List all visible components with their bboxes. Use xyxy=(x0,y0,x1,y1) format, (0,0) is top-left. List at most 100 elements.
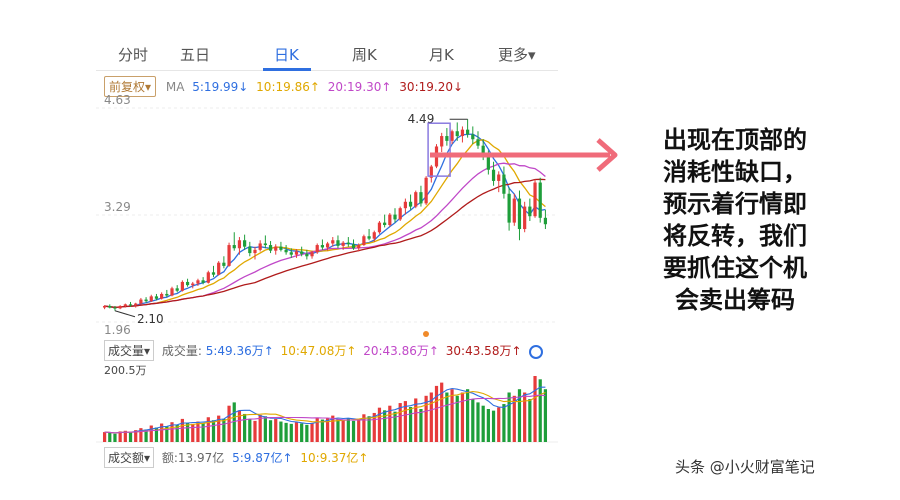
candle-body xyxy=(538,182,542,218)
annotation-line: 要抓住这个机 xyxy=(663,254,807,282)
volume-bar xyxy=(377,407,382,442)
volume-bar xyxy=(351,420,356,442)
volume-bar xyxy=(528,399,532,442)
candle-body xyxy=(320,245,325,248)
candle-body xyxy=(471,134,475,140)
price-adjust-button[interactable]: 前复权▾ xyxy=(104,76,157,97)
volume-bar xyxy=(268,420,273,442)
volume-bar xyxy=(274,418,278,442)
volume-bar xyxy=(440,382,444,442)
volume-bar xyxy=(258,414,262,442)
price-tick-label: 1.96 xyxy=(104,323,131,337)
low-price-label: 2.10 xyxy=(137,312,164,326)
tab-daily-k[interactable]: 日K xyxy=(274,46,299,64)
volume-bar xyxy=(206,417,210,442)
candle-body xyxy=(388,214,392,226)
volume-bar xyxy=(320,419,325,442)
candle-body xyxy=(284,249,288,253)
volume-bar xyxy=(445,392,449,442)
candle-body xyxy=(201,280,205,283)
tab-weekly-k[interactable]: 周K xyxy=(352,46,377,64)
volume-bar xyxy=(523,392,527,442)
volume-bar xyxy=(403,401,407,442)
volume-bar xyxy=(346,418,350,442)
volume-bar xyxy=(196,421,200,442)
volume-bar xyxy=(362,414,366,442)
volume-bar xyxy=(325,418,330,442)
volume-bar xyxy=(512,395,516,442)
candle-body xyxy=(253,249,257,254)
candle-body xyxy=(429,166,433,178)
tab-monthly-k[interactable]: 月K xyxy=(429,46,454,64)
candle-body xyxy=(185,281,190,286)
candle-body xyxy=(476,139,480,146)
volume-bar xyxy=(128,432,133,442)
candle-body xyxy=(351,244,356,249)
volume-bar xyxy=(165,426,169,442)
candle-body xyxy=(315,245,319,253)
period-tabs: 分时 五日 日K 周K 月K 更多▾ xyxy=(96,36,558,71)
volume-bar xyxy=(243,413,247,442)
annotation-line: 会卖出筹码 xyxy=(675,286,795,314)
volume-bar xyxy=(123,430,127,442)
volume-bar xyxy=(305,424,309,442)
candle-body xyxy=(491,169,496,181)
volume-selector[interactable]: 成交量▾ xyxy=(104,340,155,361)
candle-body xyxy=(486,156,490,170)
gap-highlight-box xyxy=(427,122,451,177)
ma20-line xyxy=(104,162,546,308)
candle-body xyxy=(160,293,164,299)
stock-chart-panel: 分时 五日 日K 周K 月K 更多▾ 前复权▾ MA 5:19.99↓ 10:1… xyxy=(96,36,558,480)
volume-bar xyxy=(134,430,138,442)
vol-ma10-value: 10:47.08万↑ xyxy=(280,344,357,358)
volume-bar xyxy=(201,422,205,442)
candle-body xyxy=(523,206,527,230)
candle-body xyxy=(497,174,501,181)
candle-body xyxy=(279,246,283,250)
annotation-line: 消耗性缺口， xyxy=(663,158,807,186)
annotation-text: 出现在顶部的 消耗性缺口， 预示着行情即 将反转，我们 要抓住这个机 会卖出筹码 xyxy=(620,124,850,316)
volume-bar xyxy=(263,416,267,442)
tab-five-day[interactable]: 五日 xyxy=(180,46,211,64)
volume-bar xyxy=(237,410,242,442)
volume-bar xyxy=(455,395,459,442)
watermark: 头条 @小火财富笔记 xyxy=(675,458,815,476)
gear-icon[interactable] xyxy=(529,344,544,359)
candle-body xyxy=(258,243,262,250)
candle-body xyxy=(289,252,293,255)
candle-body xyxy=(170,288,174,296)
candle-body xyxy=(196,280,200,284)
annotation-line: 出现在顶部的 xyxy=(663,126,807,154)
candle-body xyxy=(377,222,382,233)
candle-body xyxy=(528,206,532,217)
candle-body xyxy=(300,251,304,254)
volume-legend-row: 成交量▾ 成交量: 5:49.36万↑ 10:47.08万↑ 20:43.86万… xyxy=(104,340,544,361)
candle-body xyxy=(543,217,548,225)
volume-bar xyxy=(393,411,397,442)
volume-max-label: 200.5万 xyxy=(104,364,147,377)
amount-selector[interactable]: 成交额▾ xyxy=(104,447,155,468)
volume-bar xyxy=(284,422,288,442)
volume-bar xyxy=(367,416,371,442)
volume-bar xyxy=(533,376,537,442)
volume-bar xyxy=(507,392,511,442)
tab-more[interactable]: 更多▾ xyxy=(498,46,536,64)
volume-bar xyxy=(139,428,143,442)
candle-body xyxy=(274,246,278,251)
candle-body xyxy=(460,129,465,137)
candle-body xyxy=(393,214,397,220)
candle-body xyxy=(118,305,122,309)
tab-intraday[interactable]: 分时 xyxy=(118,46,149,64)
volume-bar xyxy=(108,432,112,442)
candle-body xyxy=(144,299,148,302)
volume-bar xyxy=(341,420,345,442)
active-tab-indicator xyxy=(263,68,311,71)
volume-bar xyxy=(419,409,423,442)
volume-bar xyxy=(383,410,387,442)
volume-bar xyxy=(180,418,184,442)
candle-body xyxy=(128,304,133,306)
volume-bar xyxy=(185,422,190,442)
volume-bar xyxy=(154,427,159,442)
ma10-value: 10:19.86↑ xyxy=(256,80,320,94)
marker-dot xyxy=(423,331,429,337)
